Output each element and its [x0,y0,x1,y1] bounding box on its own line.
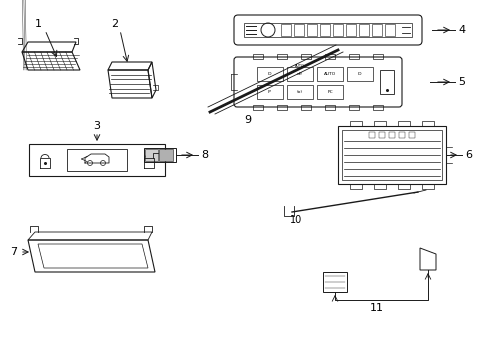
Text: AUTO: AUTO [295,64,305,68]
Bar [342,130,442,180]
Bar [257,85,283,99]
Bar [159,149,173,161]
Bar [277,54,287,59]
Text: 2: 2 [111,19,119,29]
Bar [380,70,394,94]
Bar [320,24,330,36]
Bar [281,24,291,36]
Bar [346,24,356,36]
Bar [317,67,343,81]
Bar [294,24,304,36]
Bar [145,149,158,161]
Bar [373,105,383,110]
Bar [287,85,313,99]
Bar [333,24,343,36]
Bar [350,184,362,189]
Bar [350,121,362,126]
Bar [379,132,385,138]
Bar [253,54,263,59]
Text: 11: 11 [370,303,384,313]
Text: 9: 9 [245,115,251,125]
Bar [372,24,382,36]
Bar [349,105,359,110]
Text: PC: PC [327,90,333,94]
Bar [338,126,446,184]
Bar [374,121,386,126]
Bar [317,85,343,99]
Text: 5: 5 [459,77,466,87]
Text: AUTO: AUTO [324,72,336,76]
Bar [307,24,317,36]
Bar [144,148,176,162]
Bar [325,54,335,59]
Bar [277,105,287,110]
Text: 6: 6 [466,150,472,160]
Bar [301,54,311,59]
Text: 3: 3 [94,121,100,131]
Bar [398,121,410,126]
Bar [253,105,263,110]
Bar [347,67,373,81]
Bar [349,54,359,59]
Bar [287,67,313,81]
Bar [257,67,283,81]
Bar [399,132,405,138]
Text: 8: 8 [201,150,209,160]
Bar [398,184,410,189]
Bar [374,184,386,189]
Bar [29,144,165,176]
Text: 10: 10 [290,215,302,225]
Bar [244,23,412,37]
Bar [409,132,415,138]
Text: 7: 7 [10,247,18,257]
Bar [67,149,127,171]
Bar [389,132,395,138]
Text: 1: 1 [34,19,42,29]
Text: off: off [297,72,303,76]
Bar [301,105,311,110]
Bar [385,24,395,36]
Text: ID: ID [268,72,272,76]
Bar [369,132,375,138]
Bar [422,184,434,189]
Bar [373,54,383,59]
Bar [325,105,335,110]
Bar [323,272,347,292]
Text: 4: 4 [459,25,466,35]
Text: IP: IP [268,90,272,94]
Text: (o): (o) [297,90,303,94]
Bar [422,121,434,126]
Text: ID: ID [358,72,362,76]
Bar [359,24,369,36]
